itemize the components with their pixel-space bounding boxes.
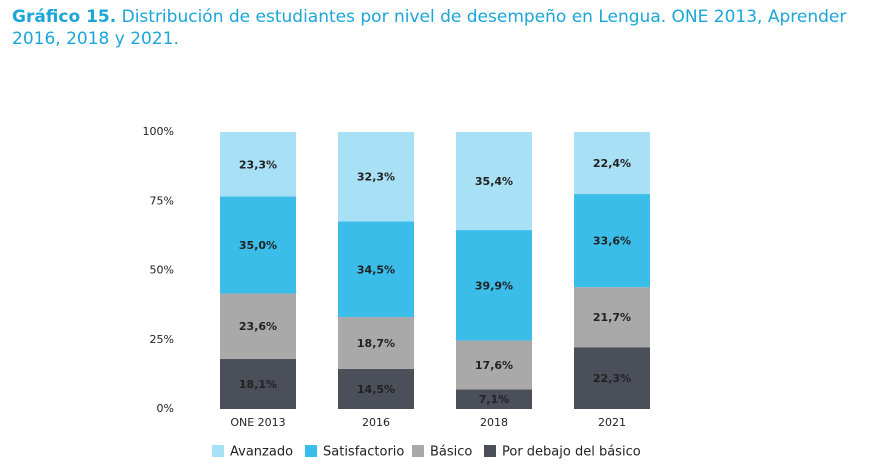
bar-segment: [220, 196, 296, 294]
title-label: Gráfico 15.: [12, 7, 117, 27]
bar-segment: [456, 389, 532, 409]
title-text: Distribución de estudiantes por nivel de…: [12, 7, 847, 49]
legend-swatch: [305, 445, 317, 457]
value-label: 34,5%: [357, 263, 395, 276]
value-label: 32,3%: [357, 171, 395, 184]
value-label: 39,9%: [475, 279, 513, 292]
value-label: 18,7%: [357, 337, 395, 350]
legend-swatch: [412, 445, 424, 457]
bar-segment: [574, 347, 650, 409]
value-label: 22,3%: [593, 372, 631, 385]
value-label: 14,5%: [357, 383, 395, 396]
value-label: 33,6%: [593, 235, 631, 248]
x-tick-label: 2018: [480, 416, 508, 429]
bar-segment: [220, 358, 296, 409]
legend-swatch: [484, 445, 496, 457]
bar-segment: [456, 132, 532, 231]
value-label: 35,0%: [239, 239, 277, 252]
legend-swatch: [212, 445, 224, 457]
y-tick-label: 25%: [150, 333, 174, 346]
value-label: 7,1%: [479, 393, 510, 406]
x-tick-label: 2021: [598, 416, 626, 429]
bar-segment: [574, 287, 650, 348]
x-tick-label: ONE 2013: [230, 416, 285, 429]
value-label: 18,1%: [239, 378, 277, 391]
bar-segment: [574, 194, 650, 288]
legend-label: Satisfactorio: [323, 445, 404, 460]
value-label: 17,6%: [475, 359, 513, 372]
y-tick-label: 75%: [150, 194, 174, 207]
legend-label: Avanzado: [230, 445, 293, 460]
bar-segment: [220, 293, 296, 359]
bar-segment: [338, 317, 414, 369]
value-label: 23,6%: [239, 320, 277, 333]
value-label: 35,4%: [475, 175, 513, 188]
bar-segment: [456, 230, 532, 341]
legend-label: Por debajo del básico: [502, 445, 641, 460]
legend-label: Básico: [430, 445, 472, 460]
x-tick-label: 2016: [362, 416, 390, 429]
value-label: 22,4%: [593, 157, 631, 170]
bar-segment: [220, 132, 296, 197]
chart-title: Gráfico 15. Distribución de estudiantes …: [12, 6, 867, 50]
bar-segment: [338, 221, 414, 318]
bar-segment: [338, 368, 414, 409]
y-tick-label: 100%: [143, 125, 174, 138]
y-tick-label: 50%: [150, 264, 174, 277]
value-label: 23,3%: [239, 158, 277, 171]
bar-segment: [574, 132, 650, 195]
bar-segment: [338, 132, 414, 222]
y-tick-label: 0%: [157, 402, 174, 415]
bar-segment: [456, 340, 532, 390]
value-label: 21,7%: [593, 311, 631, 324]
